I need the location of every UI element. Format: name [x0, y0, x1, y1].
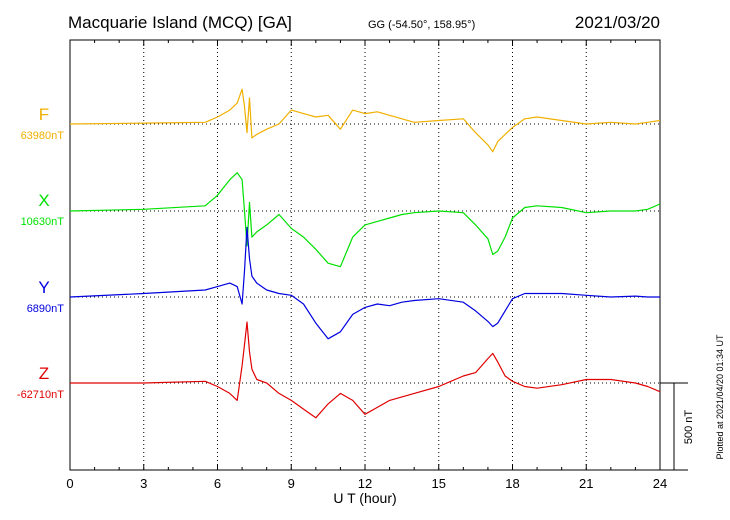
series-name-f: F: [39, 105, 49, 124]
x-tick-label: 12: [358, 476, 372, 491]
x-ticks: 0 3 6 9 12 15 18 21 24: [66, 40, 667, 491]
scale-bar: 500 nT: [660, 382, 695, 471]
series-line-f: [69, 88, 661, 153]
date-text: 2021/03/20: [575, 13, 660, 32]
series-baseline-f: 63980nT: [21, 130, 65, 142]
series-name-z: Z: [39, 364, 49, 383]
grid-lines: [70, 40, 660, 470]
series-line-x: [69, 172, 661, 268]
series-baseline-y: 6890nT: [27, 303, 65, 315]
x-tick-label: 9: [288, 476, 295, 491]
series-line-y: [69, 226, 660, 340]
x-tick-label: 0: [66, 476, 73, 491]
series-line-z: [70, 321, 661, 419]
series-baseline-x: 10630nT: [21, 216, 65, 228]
x-tick-label: 3: [140, 476, 147, 491]
scale-bar-label: 500 nT: [683, 410, 695, 445]
series-baseline-z: -62710nT: [17, 389, 64, 401]
plotted-timestamp: Plotted at 2021/04/20 01:34 UT: [715, 334, 725, 460]
series-name-y: Y: [38, 278, 49, 297]
x-axis-label: U T (hour): [333, 490, 396, 506]
x-tick-label: 21: [579, 476, 593, 491]
series-labels: F 63980nT X 10630nT Y 6890nT Z -62710nT: [17, 105, 64, 401]
x-tick-label: 15: [432, 476, 446, 491]
x-tick-label: 18: [505, 476, 519, 491]
coords-text: GG (-54.50°, 158.95°): [368, 19, 475, 31]
series-layer: [69, 88, 661, 419]
series-name-x: X: [38, 191, 49, 210]
x-tick-label: 24: [653, 476, 667, 491]
station-title: Macquarie Island (MCQ) [GA]: [68, 13, 292, 32]
x-tick-label: 6: [214, 476, 221, 491]
